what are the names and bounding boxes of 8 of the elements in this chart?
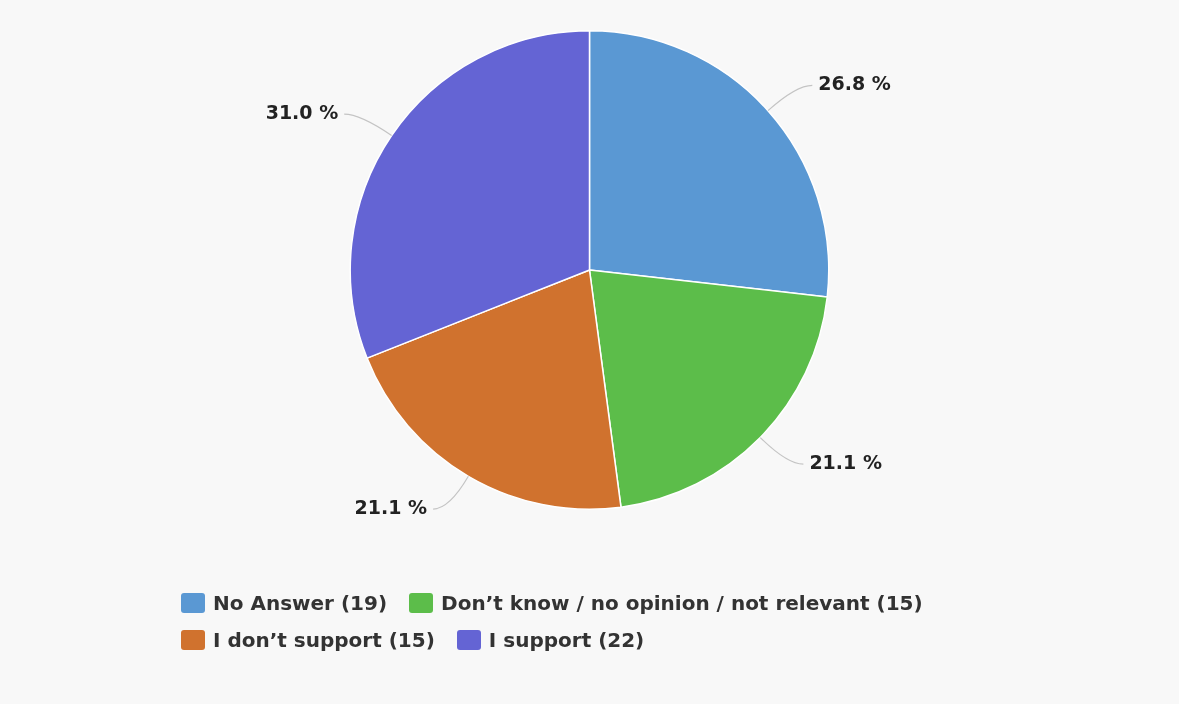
data-label: 26.8 % (818, 72, 891, 95)
legend-label: Don’t know / no opinion / not relevant (15) (441, 591, 923, 615)
data-label: 21.1 % (354, 496, 428, 519)
legend-label: I don’t support (15) (213, 628, 435, 652)
legend-label: I support (22) (488, 628, 645, 652)
data-label: 31.0 % (265, 101, 339, 124)
data-label: 21.1 % (809, 451, 882, 474)
legend-label: No Answer (19) (213, 591, 388, 615)
